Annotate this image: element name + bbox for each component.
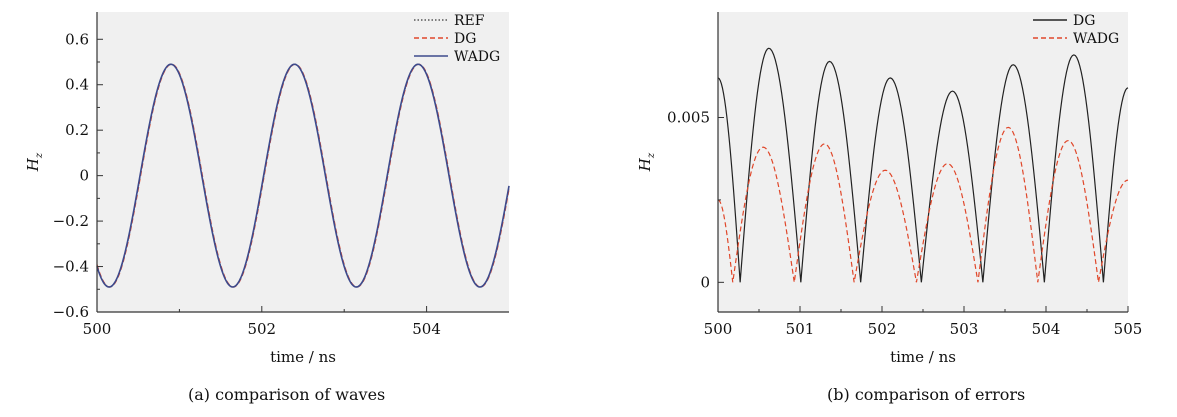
y-tick-label-b: 0: [700, 273, 710, 291]
caption-a: (a) comparison of waves: [188, 385, 386, 404]
series-b-wadg: [717, 126, 1129, 283]
legend-label-a-wadg: WADG: [454, 49, 500, 65]
x-tick-label-b: 502: [868, 320, 897, 338]
x-tick-label-a: 500: [83, 320, 112, 338]
legend-label-b-dg: DG: [1073, 13, 1095, 29]
y-tick-label-a: 0: [79, 167, 89, 185]
x-tick-label-a: 502: [247, 320, 276, 338]
x-tick-label-b: 500: [704, 320, 733, 338]
y-tick-label-a: 0.4: [65, 76, 89, 94]
x-tick-label-b: 504: [1032, 320, 1061, 338]
panel-b: 500 501 502 503 504 505 0 0.005 time / ns Hz DG WAD…: [636, 12, 1142, 366]
x-tick-label-a: 504: [412, 320, 441, 338]
plot-area-a: [97, 12, 509, 312]
x-tick-label-b: 503: [950, 320, 979, 338]
y-axis-title-sub-a: z: [34, 152, 45, 159]
y-axis-title-main-b: H: [636, 157, 654, 172]
y-axis-title-b: Hz: [636, 152, 657, 172]
y-tick-label-b: 0.005: [667, 108, 710, 126]
series-b-dg: [717, 47, 1129, 283]
y-tick-label-a: 0.6: [65, 30, 89, 48]
x-tick-label-b: 501: [786, 320, 815, 338]
y-axis-title-a: Hz: [24, 152, 45, 172]
y-tick-label-a: −0.2: [53, 212, 89, 230]
x-axis-title-b: time / ns: [890, 348, 956, 366]
y-axis-title-main-a: H: [24, 157, 42, 172]
figure: 500 502 504 −0.6 −0.4 −0.2 0 0.2 0.4 0.6 time / ns…: [24, 12, 1142, 366]
caption-b: (b) comparison of errors: [827, 385, 1026, 404]
y-axis-title-sub-b: z: [646, 152, 657, 159]
legend-label-a-dg: DG: [454, 31, 476, 47]
y-tick-label-a: 0.2: [65, 121, 89, 139]
x-axis-title-a: time / ns: [270, 348, 336, 366]
y-tick-label-a: −0.4: [53, 258, 89, 276]
x-tick-label-b: 505: [1114, 320, 1143, 338]
legend-label-a-ref: REF: [454, 13, 485, 29]
panel-a: 500 502 504 −0.6 −0.4 −0.2 0 0.2 0.4 0.6 time / ns…: [24, 12, 510, 366]
legend-label-b-wadg: WADG: [1073, 31, 1119, 47]
series-a-wadg: [96, 63, 510, 288]
y-tick-label-a: −0.6: [53, 303, 89, 321]
